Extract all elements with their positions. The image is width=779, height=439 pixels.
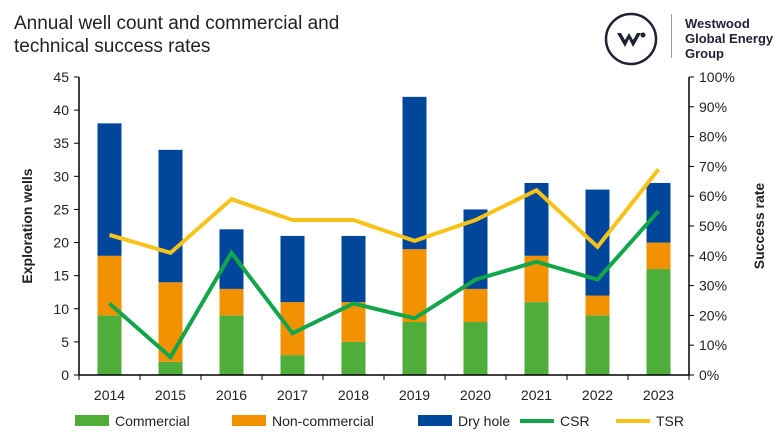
bar-non-commercial — [97, 255, 122, 316]
bar-commercial — [402, 322, 427, 375]
bar-dry-hole — [97, 123, 122, 256]
x-tick-label: 2018 — [338, 387, 369, 403]
y2-tick-label: 50% — [699, 218, 727, 234]
x-tick-label: 2019 — [399, 387, 430, 403]
y-tick-label: 20 — [53, 235, 69, 251]
x-tick-label: 2021 — [521, 387, 552, 403]
y-tick-label: 0 — [61, 367, 69, 383]
bar-commercial — [280, 355, 305, 375]
chart-title: Annual well count and commercial and tec… — [14, 13, 340, 57]
legend-swatch-commercial — [75, 415, 109, 426]
y2-tick-label: 30% — [699, 278, 727, 294]
bar-non-commercial — [463, 288, 488, 323]
x-tick-label: 2022 — [582, 387, 613, 403]
y2-tick-label: 10% — [699, 337, 727, 353]
y2-tick-label: 90% — [699, 99, 727, 115]
bar-non-commercial — [646, 242, 671, 270]
bar-dry-hole — [219, 229, 244, 289]
y-tick-label: 30 — [53, 168, 69, 184]
bar-dry-hole — [158, 149, 183, 283]
bar-commercial — [646, 269, 671, 375]
x-tick-label: 2014 — [94, 387, 125, 403]
y2-tick-label: 100% — [699, 69, 735, 85]
y-tick-label: 40 — [53, 102, 69, 118]
bar-commercial — [524, 302, 549, 375]
westwood-logo — [604, 12, 658, 66]
y2-tick-label: 40% — [699, 248, 727, 264]
bar-commercial — [219, 315, 244, 375]
y-tick-label: 5 — [61, 334, 69, 350]
bar-dry-hole — [402, 96, 427, 250]
x-tick-label: 2017 — [277, 387, 308, 403]
y2-tick-label: 70% — [699, 158, 727, 174]
bar-commercial — [463, 322, 488, 375]
y2-tick-label: 0% — [699, 367, 719, 383]
legend-swatch-non-commercial — [232, 415, 266, 426]
y-axis-title: Exploration wells — [19, 168, 35, 283]
x-tick-label: 2016 — [216, 387, 247, 403]
legend-label: CSR — [560, 413, 590, 429]
line-tsr — [108, 168, 661, 256]
bar-dry-hole — [341, 235, 366, 303]
y2-tick-label: 60% — [699, 188, 727, 204]
brand-line: Group — [685, 46, 724, 61]
logo-divider — [671, 14, 672, 58]
bar-non-commercial — [585, 295, 610, 316]
line-csr — [108, 209, 660, 361]
legend-label: Commercial — [115, 413, 190, 429]
legend-label: TSR — [656, 413, 684, 429]
y2-tick-label: 80% — [699, 129, 727, 145]
legend-swatch-dry-hole — [418, 415, 452, 426]
x-tick-label: 2015 — [155, 387, 186, 403]
bar-commercial — [97, 315, 122, 375]
brand-name: Westwood Global Energy Group — [685, 16, 773, 61]
legend-label: Non-commercial — [272, 413, 374, 429]
bar-non-commercial — [402, 249, 427, 323]
y-tick-label: 25 — [53, 201, 69, 217]
y-tick-label: 10 — [53, 301, 69, 317]
bar-commercial — [158, 361, 183, 375]
brand-line: Global Energy — [685, 31, 774, 46]
y2-tick-label: 20% — [699, 307, 727, 323]
bar-dry-hole — [280, 235, 305, 303]
y-tick-label: 35 — [53, 135, 69, 151]
brand-line: Westwood — [685, 16, 750, 31]
bar-commercial — [341, 341, 366, 375]
legend-label: Dry hole — [458, 413, 510, 429]
bar-commercial — [585, 315, 610, 375]
x-tick-label: 2020 — [460, 387, 491, 403]
y-tick-label: 15 — [53, 268, 69, 284]
y-tick-label: 45 — [53, 69, 69, 85]
bar-non-commercial — [219, 288, 244, 316]
y2-axis-title: Success rate — [751, 183, 767, 270]
x-tick-label: 2023 — [643, 387, 674, 403]
